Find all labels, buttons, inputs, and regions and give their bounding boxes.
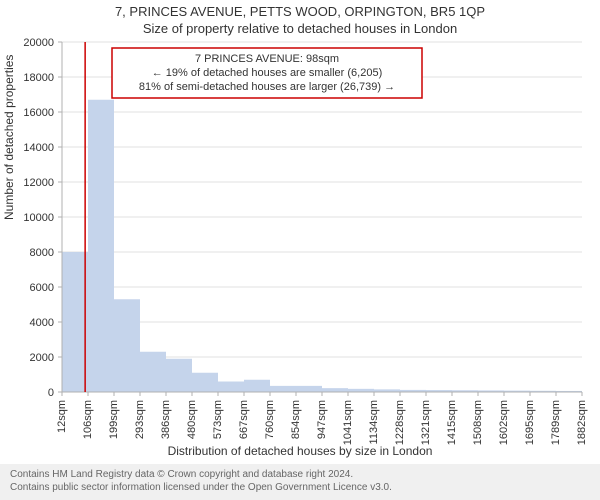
chart-title-sub: Size of property relative to detached ho…: [0, 21, 600, 36]
footer-line-1: Contains HM Land Registry data © Crown c…: [10, 468, 590, 481]
x-tick-label: 947sqm: [316, 400, 328, 439]
x-axis-label: Distribution of detached houses by size …: [0, 444, 600, 458]
footer-line-2: Contains public sector information licen…: [10, 481, 590, 494]
y-tick-label: 10000: [23, 212, 54, 224]
x-tick-label: 293sqm: [134, 400, 146, 439]
x-tick-label: 667sqm: [238, 400, 250, 439]
histogram-bar: [62, 252, 88, 392]
y-tick-label: 4000: [30, 317, 54, 329]
annotation-line: 81% of semi-detached houses are larger (…: [139, 81, 395, 93]
x-tick-label: 1228sqm: [394, 400, 406, 445]
y-tick-label: 8000: [30, 247, 54, 259]
histogram-bar: [114, 299, 140, 392]
y-axis-label: Number of detached properties: [2, 55, 16, 220]
annotation-line: ← 19% of detached houses are smaller (6,…: [152, 67, 383, 79]
y-tick-label: 20000: [23, 37, 54, 49]
histogram-bar: [140, 352, 166, 392]
x-tick-label: 1789sqm: [550, 400, 562, 445]
histogram-bar: [166, 359, 192, 392]
y-tick-label: 6000: [30, 282, 54, 294]
histogram-bar: [322, 388, 348, 392]
x-tick-label: 199sqm: [108, 400, 120, 439]
y-tick-label: 12000: [23, 177, 54, 189]
x-tick-label: 1695sqm: [524, 400, 536, 445]
chart-container: 7, PRINCES AVENUE, PETTS WOOD, ORPINGTON…: [0, 0, 600, 500]
x-tick-label: 1602sqm: [498, 400, 510, 445]
x-tick-label: 12sqm: [56, 400, 68, 433]
x-tick-label: 1041sqm: [342, 400, 354, 445]
x-tick-label: 573sqm: [212, 400, 224, 439]
y-tick-label: 18000: [23, 72, 54, 84]
x-tick-label: 480sqm: [186, 400, 198, 439]
y-tick-label: 14000: [23, 142, 54, 154]
x-tick-label: 386sqm: [160, 400, 172, 439]
y-tick-label: 16000: [23, 107, 54, 119]
y-tick-label: 0: [48, 387, 54, 399]
x-tick-label: 854sqm: [290, 400, 302, 439]
histogram-bar: [296, 386, 322, 392]
annotation-line: 7 PRINCES AVENUE: 98sqm: [195, 53, 339, 65]
histogram-bar: [88, 100, 114, 392]
x-tick-label: 1882sqm: [576, 400, 588, 445]
chart-title-main: 7, PRINCES AVENUE, PETTS WOOD, ORPINGTON…: [0, 4, 600, 19]
histogram-bar: [244, 380, 270, 392]
y-tick-label: 2000: [30, 352, 54, 364]
histogram-bar: [218, 382, 244, 393]
plot-area: 0200040006000800010000120001400016000180…: [62, 42, 582, 392]
x-tick-label: 1508sqm: [472, 400, 484, 445]
x-tick-label: 1321sqm: [420, 400, 432, 445]
x-tick-label: 760sqm: [264, 400, 276, 439]
footer: Contains HM Land Registry data © Crown c…: [0, 464, 600, 500]
x-tick-label: 1134sqm: [368, 400, 380, 444]
histogram-bar: [270, 386, 296, 392]
x-tick-label: 1415sqm: [446, 400, 458, 445]
histogram-bar: [192, 373, 218, 392]
histogram-svg: 0200040006000800010000120001400016000180…: [62, 42, 582, 392]
x-tick-label: 106sqm: [82, 400, 94, 439]
